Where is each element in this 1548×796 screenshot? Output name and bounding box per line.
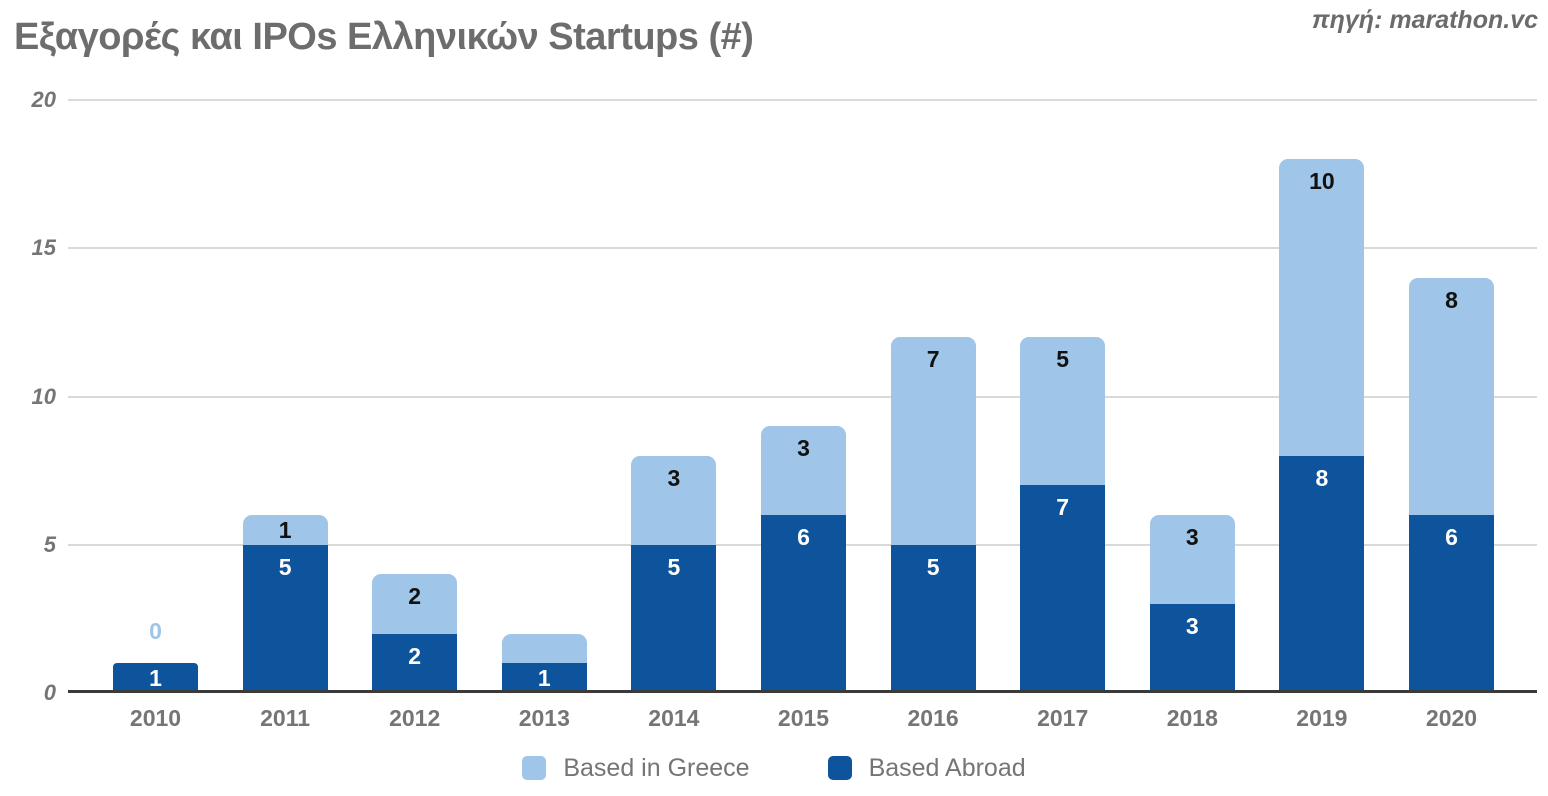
bar-label-abroad-2012: 2 <box>408 642 422 669</box>
legend-label-greece: Based in Greece <box>563 754 750 782</box>
bar-segment-greece-2012[interactable] <box>372 574 458 634</box>
bar-segment-greece-2014[interactable] <box>631 455 717 545</box>
bar-segment-abroad-2016[interactable] <box>890 544 976 693</box>
y-tick-label-5: 5 <box>43 531 56 557</box>
bar-label-abroad-2017: 7 <box>1056 494 1070 521</box>
bar-segment-greece-2015[interactable] <box>761 426 846 516</box>
x-tick-label-2014: 2014 <box>648 705 700 731</box>
x-tick-label-2015: 2015 <box>777 705 830 731</box>
bar-label-abroad-2019: 8 <box>1315 464 1329 491</box>
bar-segment-abroad-2020[interactable] <box>1409 515 1494 693</box>
x-tick-label-2019: 2019 <box>1296 705 1348 731</box>
legend-label-abroad: Based Abroad <box>868 754 1026 782</box>
x-tick-label-2010: 2010 <box>129 705 182 731</box>
bar-label-abroad-2015: 6 <box>797 524 810 551</box>
bar-segment-greece-2018[interactable] <box>1149 515 1235 605</box>
plot-area: 1 0 2010 5 1 2011 2 2 2012 1 2013 5 3 2014 6 3 2015 5 7 201… <box>68 99 1537 731</box>
bar-label-abroad-2016: 5 <box>926 553 940 580</box>
bar-label-abroad-2010: 1 <box>149 665 162 692</box>
x-tick-label-2018: 2018 <box>1166 705 1218 731</box>
bar-label-abroad-2020: 6 <box>1445 524 1458 551</box>
bar-segment-abroad-2018[interactable] <box>1149 604 1235 693</box>
bar-segment-abroad-2015[interactable] <box>761 515 846 693</box>
legend-swatch-abroad-icon <box>827 756 852 780</box>
x-tick-label-2011: 2011 <box>260 705 311 731</box>
y-tick-label-0: 0 <box>43 680 56 705</box>
bar-segment-abroad-2012[interactable] <box>372 633 458 693</box>
bar-segment-abroad-2017[interactable] <box>1020 485 1106 693</box>
x-axis-baseline <box>68 690 1537 693</box>
bar-label-greece-2011: 1 <box>278 516 292 543</box>
bar-segment-abroad-2010[interactable] <box>113 663 198 693</box>
y-tick-label-10: 10 <box>31 383 56 409</box>
bar-segment-greece-2019[interactable] <box>1279 159 1365 456</box>
bar-label-greece-2018: 3 <box>1185 524 1199 551</box>
chart-title: Εξαγορές και IPOs Ελληνικών Startups (#) <box>14 16 754 58</box>
bar-label-greece-2014: 3 <box>667 464 681 491</box>
x-tick-label-2017: 2017 <box>1037 705 1089 731</box>
bar-label-greece-2012: 2 <box>408 583 422 610</box>
bar-label-greece-2019: 10 <box>1309 168 1335 195</box>
bar-label-greece-2015: 3 <box>797 435 810 462</box>
x-tick-label-2013: 2013 <box>518 705 570 731</box>
bar-segment-abroad-2014[interactable] <box>631 544 717 693</box>
bar-label-abroad-2013: 1 <box>537 665 551 692</box>
source-attribution: πηγή: marathon.vc <box>1311 6 1538 34</box>
x-tick-label-2012: 2012 <box>389 705 441 731</box>
gridline-10 <box>68 395 1537 398</box>
legend: Based in Greece Based Abroad <box>0 752 1548 784</box>
bar-segment-abroad-2019[interactable] <box>1279 455 1365 693</box>
bar-label-abroad-2014: 5 <box>667 553 681 580</box>
bar-label-abroad-2018: 3 <box>1185 613 1199 640</box>
y-tick-label-15: 15 <box>31 235 56 261</box>
gridline-15 <box>68 247 1537 250</box>
bar-segment-greece-2011[interactable] <box>242 515 328 545</box>
bar-label-abroad-2011: 5 <box>278 553 292 580</box>
bar-segment-greece-2017[interactable] <box>1020 337 1106 486</box>
y-tick-label-20: 20 <box>31 87 56 112</box>
bar-label-greece-2017: 5 <box>1056 346 1070 373</box>
bar-segment-greece-2013[interactable] <box>501 633 587 664</box>
gridline-20 <box>68 99 1537 101</box>
bar-label-greece-2020: 8 <box>1445 286 1458 313</box>
bar-segment-abroad-2011[interactable] <box>242 544 328 693</box>
x-tick-label-2016: 2016 <box>907 705 959 731</box>
legend-item-based-in-greece[interactable]: Based in Greece <box>522 752 750 784</box>
bar-segment-greece-2020[interactable] <box>1409 277 1494 516</box>
bar-segment-greece-2016[interactable] <box>890 337 976 545</box>
legend-swatch-greece-icon <box>522 756 547 780</box>
legend-item-based-abroad[interactable]: Based Abroad <box>827 752 1026 784</box>
bar-label-greece-2016: 7 <box>926 346 940 373</box>
bar-label-greece-2010: 0 <box>149 618 162 645</box>
bar-segment-abroad-2013[interactable] <box>501 663 587 693</box>
y-axis: 0 5 10 15 20 <box>0 87 56 705</box>
x-tick-label-2020: 2020 <box>1425 705 1478 731</box>
